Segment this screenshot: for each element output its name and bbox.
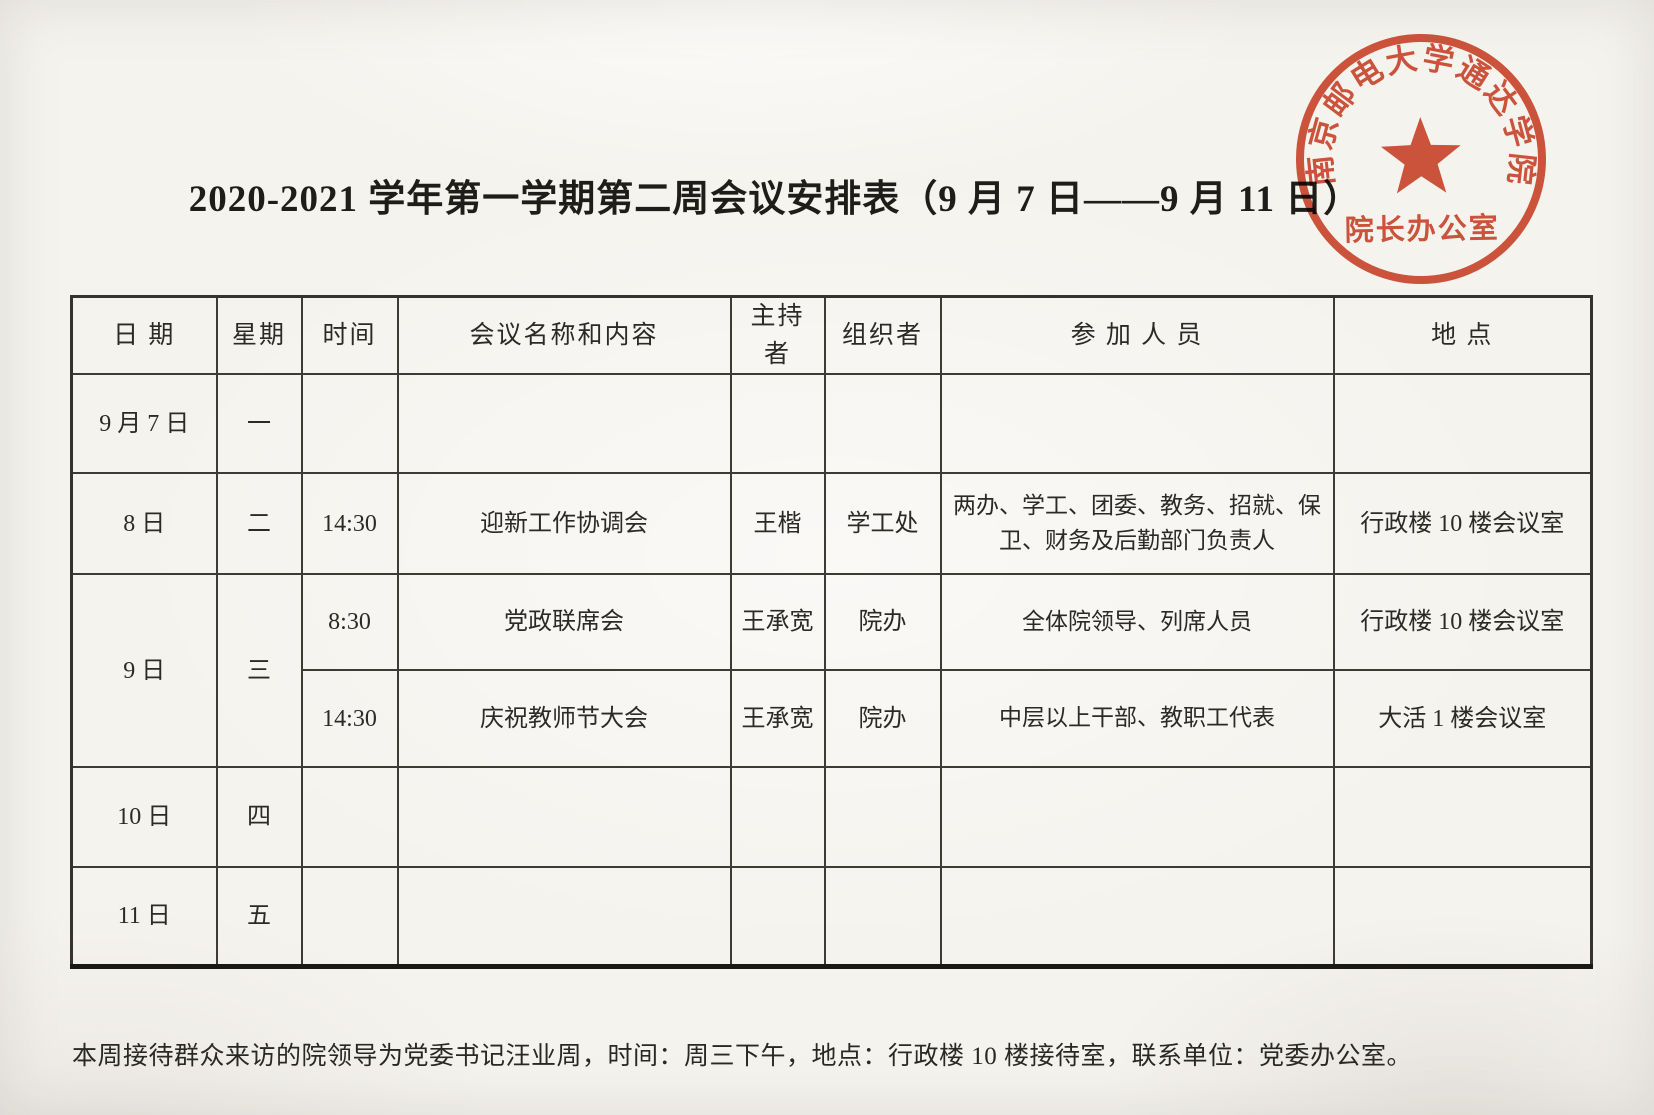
page-title: 2020-2021 学年第一学期第二周会议安排表（9 月 7 日——9 月 11… [188,179,1362,220]
official-seal: 南京邮电大学通达学院 院长办公室 [1296,34,1546,284]
cell-location: 大活 1 楼会议室 [1332,669,1593,768]
cell-time [300,866,399,967]
header-organizer: 组织者 [823,295,942,375]
cell-host [729,373,826,474]
cell-participants: 两办、学工、团委、教务、招就、保卫、财务及后勤部门负责人 [939,472,1335,575]
cell-weekday: 三 [215,573,303,768]
cell-organizer: 院办 [823,573,942,671]
cell-organizer [823,373,942,474]
table-header-row: 日 期 星期 时间 会议名称和内容 主持者 组织者 参 加 人 员 地 点 [70,295,1593,375]
cell-meeting-name: 庆祝教师节大会 [396,669,732,768]
cell-location: 行政楼 10 楼会议室 [1332,472,1593,575]
cell-meeting-name [396,766,732,868]
header-meeting-name: 会议名称和内容 [396,295,732,375]
cell-time [300,766,399,868]
table-row: 11 日 五 [70,866,1593,967]
cell-time: 14:30 [300,669,399,768]
cell-organizer [823,866,942,967]
cell-weekday: 五 [215,866,303,967]
seal-bottom-text: 院长办公室 [1344,211,1500,248]
cell-host [729,866,826,967]
cell-meeting-name: 党政联席会 [396,573,732,671]
cell-date: 9 月 7 日 [70,373,218,474]
cell-participants [939,866,1335,967]
cell-location [1332,866,1593,967]
cell-host: 王承宽 [729,669,826,768]
cell-participants [939,373,1335,474]
cell-location: 行政楼 10 楼会议室 [1332,573,1593,671]
cell-organizer: 院办 [823,669,942,768]
cell-date: 8 日 [70,472,218,575]
cell-time [300,373,399,474]
cell-date: 10 日 [70,766,218,868]
cell-weekday: 四 [215,766,303,868]
cell-organizer [823,766,942,868]
table-row: 9 月 7 日 一 [70,373,1593,474]
cell-participants: 全体院领导、列席人员 [939,573,1335,671]
cell-location [1332,373,1593,474]
header-host: 主持者 [729,295,826,375]
cell-time: 14:30 [300,472,399,575]
cell-host [729,766,826,868]
cell-meeting-name [396,373,732,474]
cell-date: 9 日 [70,573,218,768]
header-participants: 参 加 人 员 [939,295,1335,375]
reception-note: 本周接待群众来访的院领导为党委书记汪业周，时间：周三下午，地点：行政楼 10 楼… [72,1043,1413,1070]
cell-weekday: 二 [215,472,303,575]
cell-participants [939,766,1335,868]
cell-participants: 中层以上干部、教职工代表 [939,669,1335,768]
star-icon [1380,117,1461,194]
header-weekday: 星期 [215,295,303,375]
cell-date: 11 日 [70,866,218,967]
table-row: 9 日 三 8:30 党政联席会 王承宽 院办 全体院领导、列席人员 行政楼 1… [70,573,1593,768]
table-row: 14:30 庆祝教师节大会 王承宽 院办 中层以上干部、教职工代表 大活 1 楼… [72,669,1593,768]
cell-location [1332,766,1593,868]
table-row: 10 日 四 [70,766,1593,868]
header-date: 日 期 [70,295,218,375]
header-location: 地 点 [1332,295,1593,375]
cell-host: 王承宽 [729,573,826,671]
cell-host: 王楷 [729,472,826,575]
cell-meeting-name [396,866,732,967]
cell-meeting-name: 迎新工作协调会 [396,472,732,575]
schedule-table: 日 期 星期 时间 会议名称和内容 主持者 组织者 参 加 人 员 地 点 9 … [70,295,1593,969]
cell-organizer: 学工处 [823,472,942,575]
cell-weekday: 一 [215,373,303,474]
table-row: 8 日 二 14:30 迎新工作协调会 王楷 学工处 两办、学工、团委、教务、招… [70,472,1593,575]
cell-time: 8:30 [300,573,399,671]
header-time: 时间 [300,295,399,375]
seal-ring [1296,34,1546,284]
